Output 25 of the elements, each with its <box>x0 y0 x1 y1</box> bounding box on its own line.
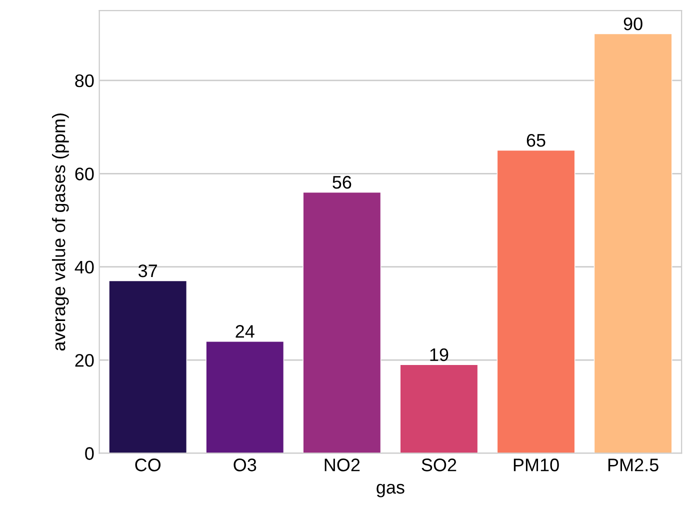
x-tick-label: PM10 <box>514 458 559 472</box>
bar <box>496 150 576 454</box>
data-label: 37 <box>138 264 157 278</box>
bar <box>302 192 382 454</box>
bar <box>594 33 672 454</box>
data-label: 65 <box>526 134 546 147</box>
x-tick-label: NO2 <box>324 458 360 472</box>
data-label: 24 <box>236 325 254 338</box>
y-tick-label: 40 <box>74 260 94 274</box>
x-tick-label: SO2 <box>422 458 456 472</box>
y-tick-label: 60 <box>75 168 94 180</box>
y-tick-label: 20 <box>75 354 94 367</box>
bar <box>400 364 478 454</box>
x-tick-label: O3 <box>234 458 256 472</box>
y-axis-title: average value of gases (ppm) <box>52 114 69 351</box>
y-tick-label: 0 <box>85 447 94 460</box>
x-tick-label: CO <box>135 458 161 472</box>
bar <box>206 341 284 454</box>
bar <box>108 280 188 454</box>
y-tick-label: 80 <box>75 74 94 88</box>
data-label: 19 <box>430 348 448 362</box>
data-label: 56 <box>332 176 352 189</box>
data-label: 90 <box>624 17 642 30</box>
x-axis-title: gas <box>376 484 404 498</box>
x-tick-label: PM2.5 <box>608 458 658 472</box>
